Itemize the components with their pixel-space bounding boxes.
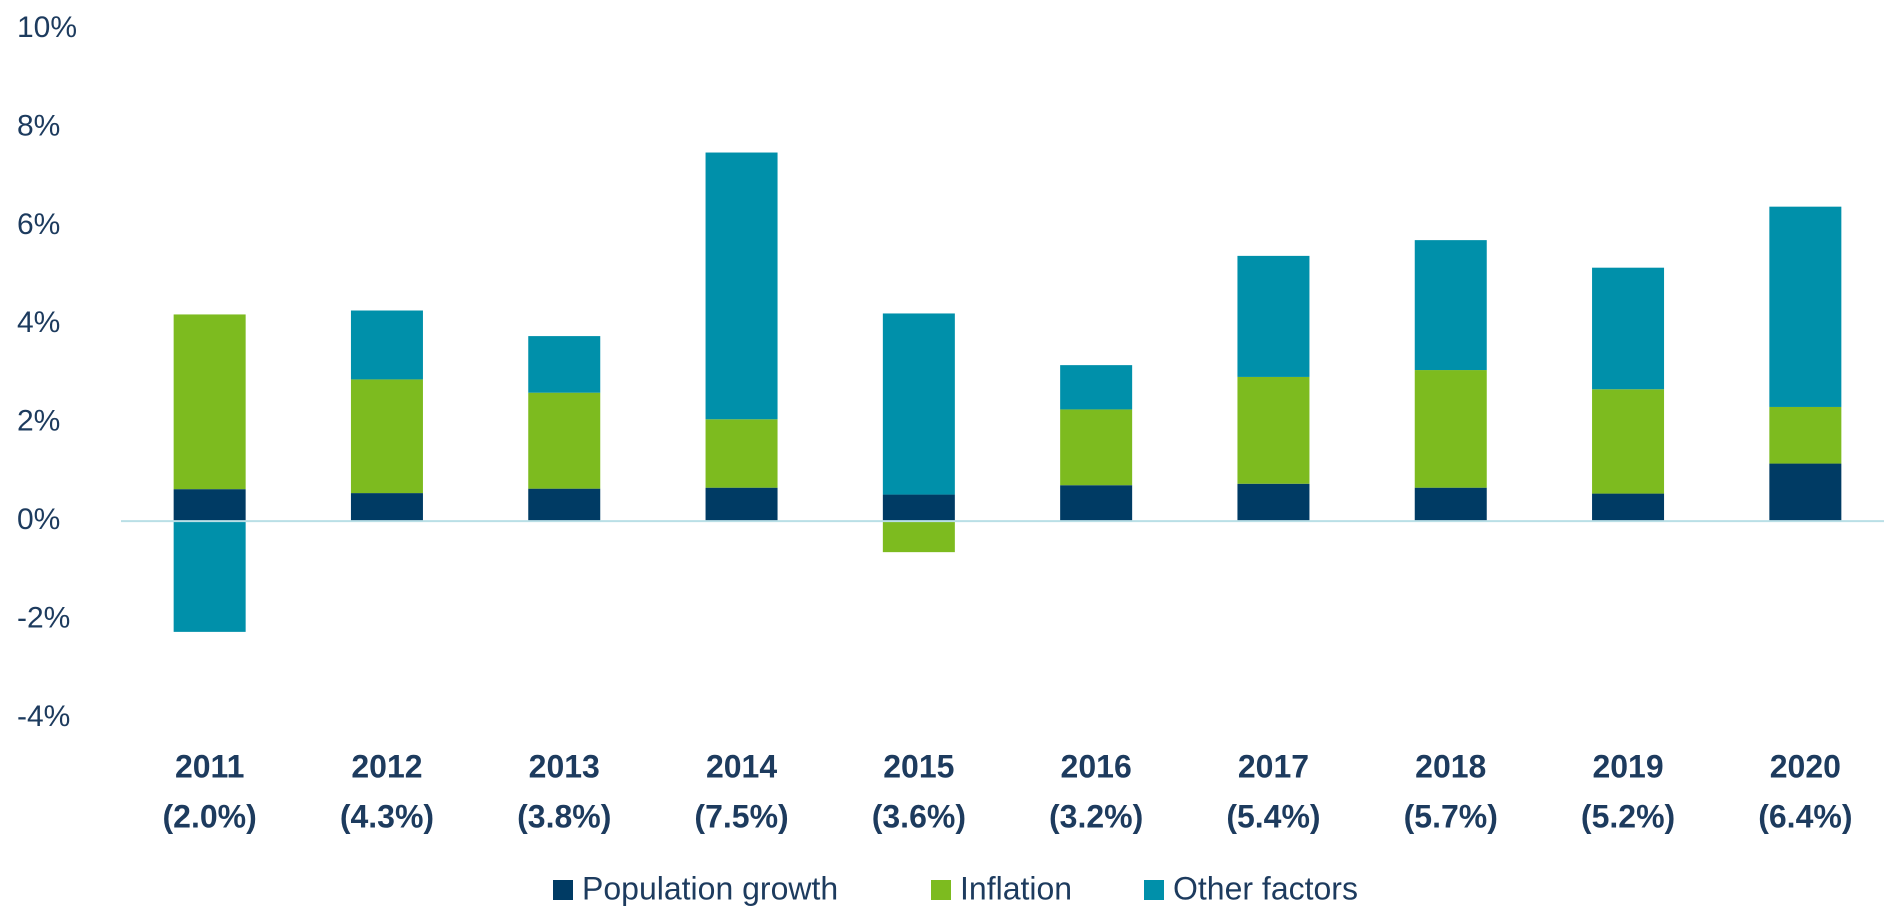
bar-segment [350,310,423,380]
legend-swatch [553,880,573,900]
x-tick-label: 2013 [529,748,600,784]
bar-segment [1060,485,1133,522]
y-tick-label: 6% [17,208,60,241]
bar-segment [705,419,778,488]
legend-label: Other factors [1173,870,1358,906]
y-tick-label: 4% [17,306,60,339]
x-tick-label: 2011 [175,748,244,784]
y-tick-label: 0% [17,503,60,536]
bar-segment [1414,370,1487,488]
x-tick-label: 2020 [1770,748,1841,784]
x-tick-sublabel: (2.0%) [163,798,257,834]
x-tick-sublabel: (3.6%) [872,798,966,834]
bar-segment [1592,389,1665,494]
x-tick-sublabel: (3.2%) [1049,798,1143,834]
bar-segment [1769,206,1842,407]
x-tick-label: 2018 [1415,748,1486,784]
bar-segment [350,493,423,522]
bar-segment [1060,365,1133,410]
x-tick-label: 2015 [883,748,954,784]
bar-segment [882,494,955,522]
x-tick-sublabel: (6.4%) [1758,798,1852,834]
x-tick-label: 2014 [706,748,777,784]
bar-segment [1237,483,1310,522]
bar-segment [705,152,778,420]
y-tick-label: -2% [17,601,70,634]
x-tick-label: 2017 [1238,748,1309,784]
x-tick-sublabel: (5.2%) [1581,798,1675,834]
bar-segment [1237,376,1310,484]
bar-segment [882,313,955,495]
legend-swatch [931,880,951,900]
x-tick-sublabel: (5.4%) [1226,798,1320,834]
bar-segment [528,488,601,522]
bar-segment [173,489,246,522]
x-tick-label: 2012 [351,748,422,784]
bar-segment [173,521,246,632]
x-tick-sublabel: (5.7%) [1404,798,1498,834]
bar-segment [1237,255,1310,377]
bar-segment [173,314,246,490]
y-tick-label: 2% [17,405,60,438]
bar-segment [1769,406,1842,464]
bar-segment [1414,240,1487,371]
bar-segment [350,379,423,494]
bar-segment [1414,487,1487,522]
bar-segment [528,336,601,393]
x-tick-label: 2016 [1061,748,1132,784]
x-tick-sublabel: (7.5%) [694,798,788,834]
bar-segment [705,487,778,522]
bar-segment [882,521,955,553]
bar-segment [1592,267,1665,390]
legend-label: Population growth [582,870,838,906]
x-tick-sublabel: (4.3%) [340,798,434,834]
bar-segment [1769,463,1842,522]
bar-segment [1060,409,1133,486]
y-tick-label: 10% [17,11,77,44]
x-tick-label: 2019 [1592,748,1663,784]
y-tick-label: 8% [17,109,60,142]
legend-label: Inflation [960,870,1072,906]
bar-segment [528,392,601,489]
legend-swatch [1144,880,1164,900]
x-tick-sublabel: (3.8%) [517,798,611,834]
bar-segment [1592,493,1665,522]
y-tick-label: -4% [17,700,70,733]
